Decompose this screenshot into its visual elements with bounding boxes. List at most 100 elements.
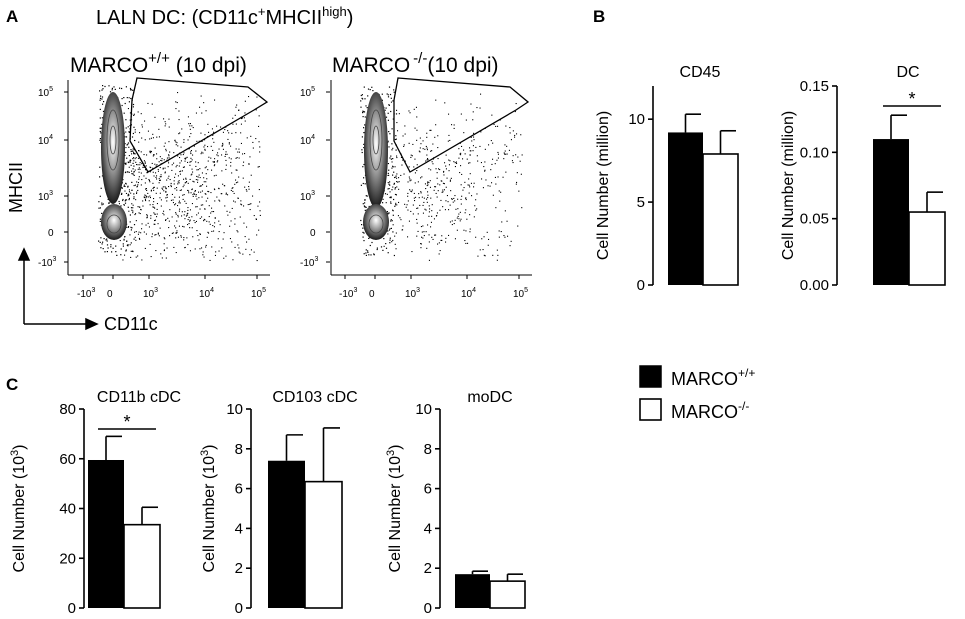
flow-event-dot — [362, 98, 364, 100]
flow-event-dot — [128, 97, 130, 99]
flow-event-dot — [420, 247, 422, 249]
flow-event-dot — [420, 192, 422, 194]
flow-event-dot — [162, 168, 164, 170]
flow-event-dot — [108, 85, 110, 87]
flow-event-dot — [103, 101, 105, 103]
flow-event-dot — [399, 217, 401, 219]
flow-event-dot — [362, 231, 364, 233]
flow-event-dot — [133, 185, 135, 187]
flow-event-dot — [146, 217, 148, 219]
flow-event-dot — [516, 172, 518, 174]
flow-event-dot — [102, 110, 105, 112]
flow-event-dot — [408, 220, 410, 222]
flow-event-dot — [463, 229, 465, 231]
flow-event-dot — [230, 165, 232, 167]
flow-event-dot — [133, 126, 135, 128]
flow-event-dot — [185, 202, 187, 204]
flow-event-dot — [173, 183, 175, 185]
flow-event-dot — [208, 216, 210, 218]
flow-event-dot — [156, 203, 158, 205]
flow-event-dot — [409, 178, 411, 180]
flow-event-dot — [186, 214, 188, 216]
flow-event-dot — [238, 157, 240, 159]
flow-event-dot — [146, 196, 148, 198]
flow-event-dot — [106, 251, 108, 253]
flow-event-dot — [160, 199, 162, 201]
flow-event-dot — [454, 200, 456, 202]
flow-event-dot — [163, 243, 165, 245]
flow-event-dot — [179, 162, 181, 164]
flow-event-dot — [178, 119, 180, 121]
flow-event-dot — [435, 168, 437, 170]
flow-event-dot — [367, 95, 369, 97]
flow-event-dot — [497, 125, 499, 127]
flow-event-dot — [134, 153, 136, 155]
flow-event-dot — [180, 170, 182, 172]
flow-event-dot — [201, 172, 203, 174]
flow-event-dot — [382, 249, 384, 251]
flow-event-dot — [460, 184, 462, 186]
flow-event-dot — [160, 159, 162, 161]
flow-event-dot — [437, 147, 439, 149]
flow-event-dot — [403, 145, 405, 147]
flow-event-dot — [392, 165, 394, 167]
flow-event-dot — [361, 94, 363, 96]
flow-event-dot — [207, 197, 209, 199]
flow-event-dot — [248, 188, 250, 190]
y-tick-label: 2 — [424, 560, 432, 577]
flow-event-dot — [475, 146, 477, 148]
flow-event-dot — [192, 127, 194, 129]
flow-event-dot — [445, 186, 447, 188]
flow-event-dot — [222, 144, 224, 146]
flow-event-dot — [360, 219, 362, 222]
flow-event-dot — [391, 220, 393, 222]
flow-event-dot — [211, 207, 213, 209]
flow-event-dot — [255, 138, 257, 140]
flow-event-dot — [482, 249, 484, 251]
flow-event-dot — [426, 159, 428, 161]
flow-population-wt — [101, 92, 127, 240]
flow-event-dot — [362, 110, 364, 112]
flow-event-dot — [120, 254, 122, 256]
flow-event-dot — [199, 233, 201, 235]
flow-event-dot — [416, 129, 418, 131]
flow-event-dot — [393, 89, 395, 91]
flow-event-dot — [137, 184, 139, 186]
flow-event-dot — [470, 136, 472, 138]
flow-event-dot — [494, 163, 496, 165]
flow-event-dot — [420, 243, 422, 245]
flow-event-dot — [214, 200, 216, 202]
flow-event-dot — [133, 165, 135, 167]
flow-event-dot — [131, 227, 133, 229]
legend-swatch-wt — [639, 365, 662, 388]
flow-event-dot — [435, 99, 437, 101]
flow-event-dot — [168, 154, 170, 156]
flow-event-dot — [404, 203, 406, 205]
flow-event-dot — [477, 160, 479, 162]
flow-event-dot — [189, 220, 191, 222]
flow-event-dot — [134, 169, 136, 171]
flow-event-dot — [98, 201, 100, 203]
flow-event-dot — [214, 217, 216, 219]
flow-event-dot — [427, 182, 429, 184]
flow-event-dot — [481, 238, 483, 240]
flow-event-dot — [439, 184, 441, 186]
flow-event-dot — [165, 150, 167, 152]
flow-event-dot — [225, 255, 227, 257]
flow-event-dot — [170, 186, 172, 188]
flow-event-dot — [423, 231, 425, 233]
flow-event-dot — [450, 190, 452, 192]
flow-event-dot — [136, 191, 138, 193]
flow-event-dot — [390, 155, 392, 157]
legend-label-wt: MARCO+/+ — [671, 366, 755, 389]
flow-event-dot — [161, 160, 163, 162]
flow-event-dot — [198, 174, 200, 176]
flow-event-dot — [193, 220, 195, 222]
flow-event-dot — [182, 194, 184, 196]
flow-event-dot — [166, 157, 168, 159]
flow-event-dot — [435, 124, 437, 126]
flow-event-dot — [140, 113, 142, 115]
flow-event-dot — [235, 123, 237, 125]
flow-event-dot — [199, 233, 201, 235]
flow-event-dot — [152, 171, 154, 173]
